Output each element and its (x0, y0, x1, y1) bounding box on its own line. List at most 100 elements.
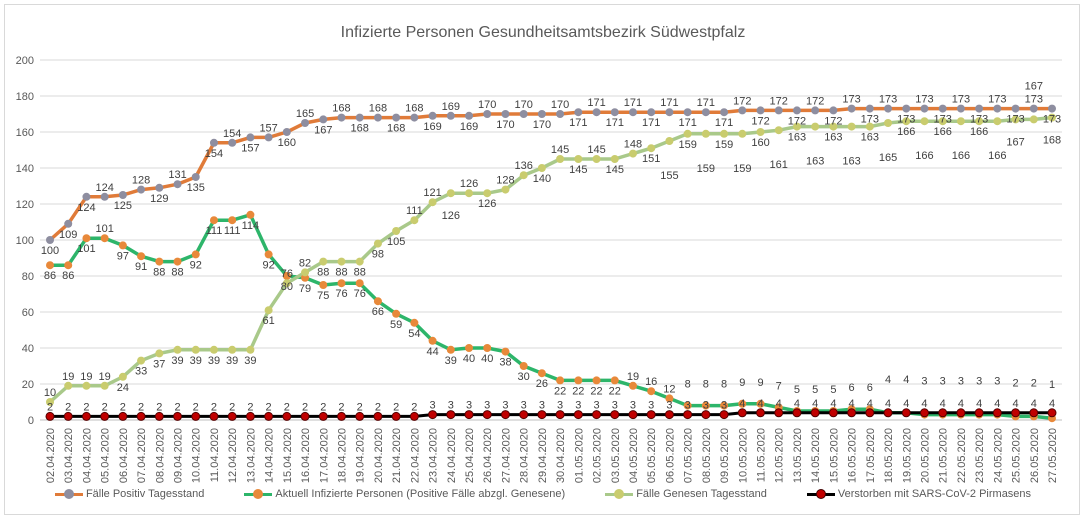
data-point (428, 198, 437, 207)
data-point (373, 411, 383, 421)
data-point (337, 279, 346, 288)
data-point (337, 257, 346, 266)
x-tick-label: 26.04.2020 (482, 428, 494, 483)
data-point (245, 411, 255, 421)
data-point (865, 408, 875, 418)
data-point (137, 356, 146, 365)
data-label: 166 (970, 126, 988, 138)
legend-swatch (605, 489, 634, 499)
data-label: 91 (135, 261, 147, 273)
data-label: 4 (849, 398, 855, 410)
data-point (300, 411, 310, 421)
legend-item-recovered: Fälle Genesen Tagesstand (605, 488, 767, 500)
data-point (446, 189, 455, 198)
x-tick-label: 27.04.2020 (500, 428, 512, 483)
data-point (100, 411, 110, 421)
data-label: 3 (703, 400, 709, 412)
data-point (1029, 104, 1038, 113)
data-point (574, 108, 583, 117)
data-label: 159 (715, 139, 733, 151)
data-label: 172 (733, 95, 751, 107)
data-label: 131 (168, 169, 186, 181)
data-point (920, 117, 929, 126)
data-label: 3 (648, 400, 654, 412)
data-label: 114 (242, 220, 260, 232)
data-label: 97 (117, 250, 129, 262)
data-point (336, 411, 346, 421)
data-label: 171 (678, 117, 696, 129)
data-label: 79 (299, 283, 311, 295)
data-label: 3 (466, 400, 472, 412)
x-tick-label: 23.05.2020 (974, 428, 986, 483)
data-label: 2 (357, 401, 363, 413)
data-point (282, 272, 291, 280)
data-point (792, 408, 802, 418)
legend-label: Fälle Genesen Tagesstand (636, 488, 767, 500)
data-point (701, 129, 710, 138)
x-tick-label: 29.04.2020 (537, 428, 549, 483)
data-label: 4 (958, 398, 964, 410)
data-point (173, 257, 182, 266)
data-point (610, 155, 619, 163)
data-label: 126 (442, 210, 460, 222)
data-label: 12 (663, 383, 675, 395)
data-label: 5 (812, 384, 818, 396)
data-point (828, 408, 838, 418)
data-label: 22 (554, 385, 566, 397)
data-label: 172 (751, 115, 769, 127)
y-tick-label: 140 (16, 163, 34, 175)
data-label: 2 (193, 401, 199, 413)
data-point (191, 345, 200, 354)
legend-label: Fälle Positiv Tagesstand (85, 488, 205, 500)
data-label: 3 (612, 400, 618, 412)
x-tick-label: 18.04.2020 (336, 428, 348, 483)
x-tick-label: 25.04.2020 (464, 428, 476, 483)
data-point (355, 113, 364, 122)
data-point (993, 104, 1002, 113)
x-tick-label: 26.05.2020 (1029, 428, 1041, 483)
data-label: 166 (952, 150, 970, 162)
data-label: 173 (1006, 114, 1024, 126)
x-tick-label: 18.05.2020 (883, 428, 895, 483)
data-label: 38 (499, 357, 511, 369)
data-point (355, 411, 365, 421)
data-label: 5 (794, 384, 800, 396)
data-label: 4 (1013, 398, 1019, 410)
data-label: 6 (849, 382, 855, 394)
data-point (865, 104, 874, 113)
data-point (975, 104, 984, 113)
data-label: 8 (721, 379, 727, 391)
data-point (246, 133, 255, 142)
data-label: 3 (921, 376, 927, 388)
data-point (246, 345, 255, 354)
data-point (1011, 115, 1020, 124)
data-point (683, 108, 692, 117)
data-label: 92 (190, 259, 202, 271)
data-label: 8 (685, 379, 691, 391)
data-label: 2 (174, 401, 180, 413)
data-point (319, 115, 328, 124)
data-point (920, 104, 929, 113)
data-label: 170 (533, 119, 551, 131)
x-tick-label: 03.04.2020 (63, 428, 75, 483)
legend-swatch (54, 489, 83, 499)
data-point (301, 268, 310, 277)
data-point (720, 108, 729, 117)
legend-item-active: Aktuell Infizierte Personen (Positive Fä… (244, 488, 565, 500)
data-label: 24 (117, 382, 129, 394)
data-point (519, 410, 529, 420)
data-point (1011, 104, 1020, 113)
x-tick-label: 09.04.2020 (173, 428, 185, 483)
x-tick-label: 06.04.2020 (118, 428, 130, 483)
data-label: 2 (302, 401, 308, 413)
series-line (50, 213, 1053, 420)
data-point (665, 137, 674, 145)
data-point (64, 381, 73, 390)
data-label: 172 (824, 115, 842, 127)
data-point (683, 401, 692, 410)
data-point (173, 180, 182, 189)
x-tick-label: 02.05.2020 (592, 428, 604, 483)
data-label: 171 (642, 117, 660, 129)
data-label: 172 (770, 95, 788, 107)
data-label: 154 (223, 128, 241, 140)
